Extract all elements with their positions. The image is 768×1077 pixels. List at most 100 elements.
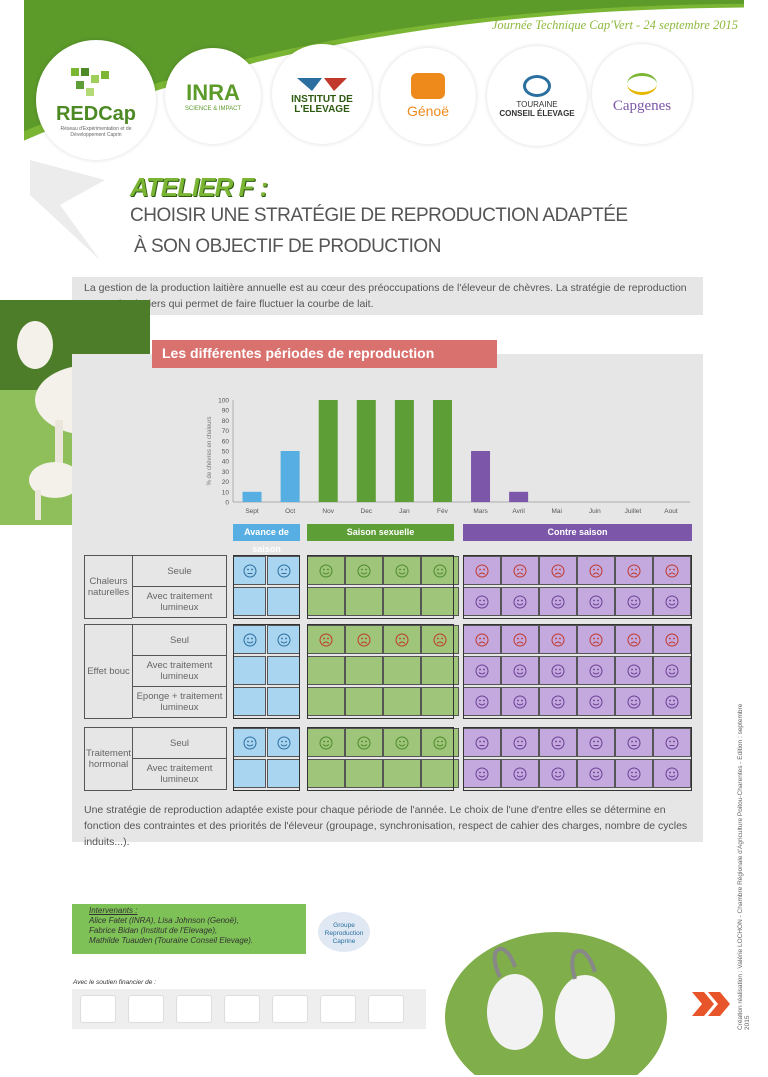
bar: [471, 451, 491, 502]
face-sad-icon: [615, 625, 653, 654]
sponsors-strip: [72, 989, 426, 1029]
grid-cell: [383, 656, 421, 685]
face-happy-icon: [539, 587, 577, 616]
logo-inra-name: INRA: [186, 80, 240, 105]
logo-touraine: TOURAINE CONSEIL ÉLEVAGE: [487, 46, 587, 146]
x-tick-label: Mars: [473, 508, 488, 515]
logo-capgenes-name: Capgenes: [612, 98, 672, 114]
face-happy-icon: [501, 759, 539, 788]
goat-logo-icon: [71, 67, 109, 96]
y-tick-label: 80: [222, 418, 230, 425]
face-sad-icon: [501, 556, 539, 585]
grid-cell: [345, 587, 383, 616]
sponsor-logo-icon: [368, 995, 404, 1023]
conclusion-text: Une stratégie de reproduction adaptée ex…: [84, 804, 688, 848]
bar: [356, 400, 376, 502]
logo-idele: INSTITUT DE L'ELEVAGE: [272, 44, 372, 144]
face-happy-icon: [653, 656, 691, 685]
face-neutral-icon: [577, 728, 615, 757]
grid-cell: [345, 656, 383, 685]
grid-cell: [267, 656, 300, 685]
grid-cell: [267, 759, 300, 788]
x-tick-label: Oct: [285, 508, 295, 515]
face-happy-icon: [463, 687, 501, 716]
face-happy-icon: [653, 587, 691, 616]
y-axis-label: % de chèvres en chaleurs: [207, 416, 213, 485]
face-happy-icon: [463, 759, 501, 788]
speaker-line: Mathilde Tuauden (Touraine Conseil Eleva…: [89, 936, 254, 945]
face-neutral-icon: [501, 728, 539, 757]
grid-cell: [233, 759, 266, 788]
face-sad-icon: [463, 556, 501, 585]
face-happy-icon: [345, 556, 383, 585]
intro-text: La gestion de la production laitière ann…: [72, 277, 703, 315]
face-happy-icon: [267, 625, 300, 654]
speakers-heading: Intervenants :: [89, 906, 138, 915]
face-happy-icon: [267, 728, 300, 757]
season-avance: Avance de saison: [233, 524, 300, 554]
y-tick-label: 0: [225, 500, 229, 507]
grid-cell: [421, 656, 459, 685]
face-happy-icon: [577, 587, 615, 616]
group-label: Traitement hormonal: [84, 727, 132, 791]
bar: [280, 451, 300, 502]
row-label: Avec traitement lumineux: [132, 586, 227, 618]
credit-vertical: Création réalisation : Valérie LOCHON - …: [737, 703, 751, 1030]
x-tick-label: Juin: [589, 508, 601, 515]
row-label: Seule: [132, 555, 227, 587]
grid-cell: [383, 587, 421, 616]
row-label: Seul: [132, 727, 227, 759]
face-sad-icon: [383, 625, 421, 654]
capgenes-icon: [627, 73, 657, 95]
row-label: Avec traitement lumineux: [132, 655, 227, 687]
atelier-title: ATELIER F :: [130, 172, 268, 202]
face-happy-icon: [539, 656, 577, 685]
sponsor-logo-icon: [128, 995, 164, 1023]
y-tick-label: 60: [222, 438, 230, 445]
section-title: Les différentes périodes de reproduction: [152, 340, 497, 368]
goats-photo-right: [445, 932, 667, 1075]
grid-cell: [267, 587, 300, 616]
face-happy-icon: [383, 556, 421, 585]
genoe-icon: [411, 73, 445, 99]
reproduction-group-badge: Groupe Reproduction Caprine: [318, 912, 370, 952]
grid-cell: [383, 759, 421, 788]
y-tick-label: 10: [222, 489, 230, 496]
face-happy-icon: [577, 656, 615, 685]
bar: [509, 491, 529, 502]
grid-cell: [233, 587, 266, 616]
face-sad-icon: [501, 625, 539, 654]
face-happy-icon: [307, 556, 345, 585]
sponsor-logo-icon: [80, 995, 116, 1023]
y-tick-label: 20: [222, 479, 230, 486]
face-sad-icon: [539, 625, 577, 654]
grid-cell: [421, 587, 459, 616]
grid-cell: [307, 656, 345, 685]
grid-cell: [267, 687, 300, 716]
face-sad-icon: [345, 625, 383, 654]
face-happy-icon: [615, 759, 653, 788]
face-happy-icon: [463, 656, 501, 685]
face-sad-icon: [653, 625, 691, 654]
logo-touraine-name: TOURAINE: [516, 99, 558, 109]
face-happy-icon: [421, 728, 459, 757]
header-band: [24, 0, 744, 141]
y-tick-label: 100: [218, 398, 229, 405]
sponsor-logo-icon: [320, 995, 356, 1023]
grid-cell: [307, 587, 345, 616]
x-tick-label: Jan: [399, 508, 410, 515]
face-happy-icon: [421, 556, 459, 585]
face-happy-icon: [233, 728, 266, 757]
face-happy-icon: [539, 759, 577, 788]
bar: [432, 400, 452, 502]
page-title-line2: À SON OBJECTIF DE PRODUCTION: [134, 236, 441, 257]
logo-genoe-name: Génoë: [406, 103, 450, 119]
row-label: Avec traitement lumineux: [132, 758, 227, 790]
grid-cell: [421, 687, 459, 716]
logo-touraine-sub: CONSEIL ÉLEVAGE: [499, 108, 575, 118]
face-happy-icon: [615, 656, 653, 685]
group-label: Effet bouc: [84, 624, 132, 719]
grid-cell: [345, 759, 383, 788]
face-sad-icon: [421, 625, 459, 654]
row-label: Seul: [132, 624, 227, 656]
